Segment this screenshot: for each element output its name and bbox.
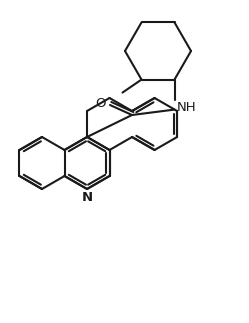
Text: NH: NH	[177, 100, 196, 114]
Text: O: O	[96, 97, 106, 109]
Text: N: N	[81, 191, 93, 204]
